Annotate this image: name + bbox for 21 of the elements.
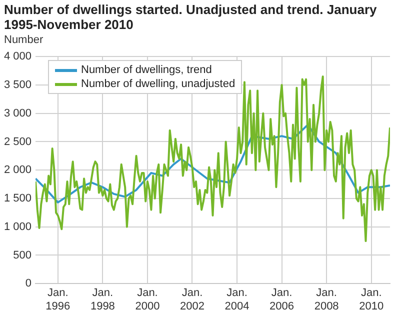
y-tick-label: 4 000	[4, 50, 32, 63]
y-tick-label: 3 000	[4, 107, 32, 120]
y-tick-label: 1 000	[4, 220, 32, 233]
y-tick-label: 1 500	[4, 192, 32, 205]
x-tick-label: Jan. 1996	[46, 287, 70, 312]
y-axis-title: Number	[3, 33, 44, 46]
x-tick-label: Jan. 2002	[180, 287, 204, 312]
x-tick-label: Jan. 2000	[135, 287, 160, 312]
y-tick-label: 3 500	[4, 79, 32, 92]
y-tick-label: 0	[25, 278, 32, 290]
y-tick-label: 2 000	[4, 164, 32, 176]
x-tick-label: Jan. 2004	[224, 287, 250, 312]
chart-title: Number of dwellings started. Unadjusted and trend. January 1995-November 2010	[3, 1, 378, 32]
y-tick-label: 500	[13, 249, 32, 262]
x-tick-label: Jan. 1998	[90, 287, 115, 312]
x-tick-label: Jan. 2010	[359, 287, 384, 312]
x-tick-label: Jan. 2008	[314, 287, 339, 312]
legend-label: Number of dwellings, trend	[81, 63, 212, 77]
x-tick-label: Jan. 2006	[270, 287, 294, 312]
y-tick-label: 2 500	[4, 136, 32, 148]
legend-label: Number of dwelling, unadjusted	[81, 77, 236, 91]
